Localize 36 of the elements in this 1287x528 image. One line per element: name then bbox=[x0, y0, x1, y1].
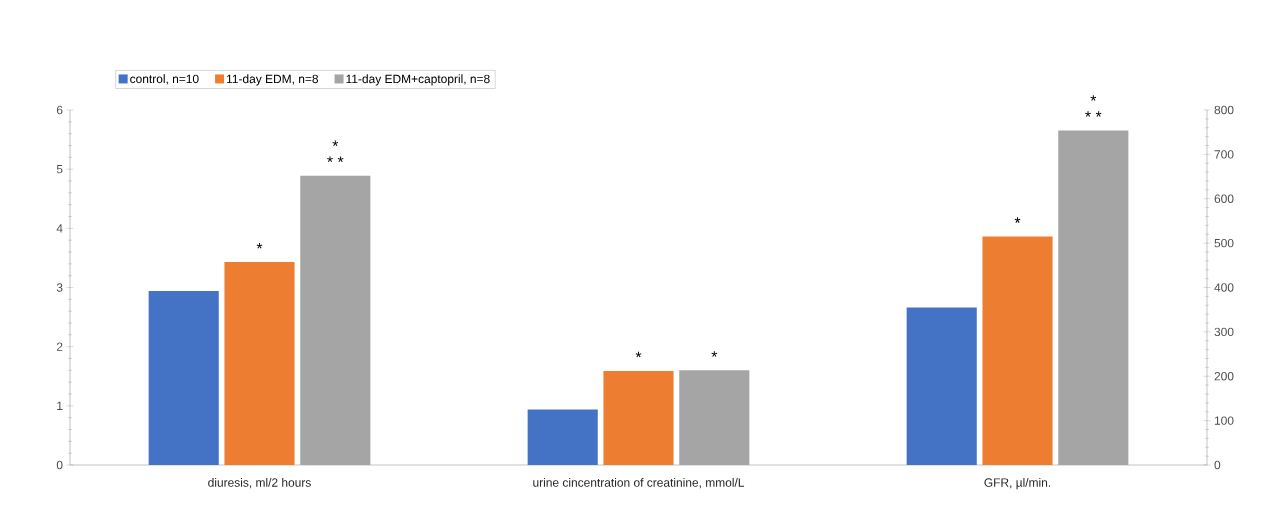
y-tick-label: 0 bbox=[56, 460, 63, 470]
y-tick-label: 4 bbox=[56, 224, 63, 233]
bar bbox=[527, 409, 598, 465]
y2-tick-label: 400 bbox=[1214, 283, 1234, 292]
bar bbox=[300, 175, 371, 465]
y2-tick-label: 300 bbox=[1214, 327, 1234, 337]
bar bbox=[603, 370, 674, 465]
y-tick-label: 3 bbox=[56, 283, 63, 292]
y2-tick-label: 800 bbox=[1214, 105, 1234, 115]
x-tick-label: GFR, µl/min. bbox=[984, 478, 1051, 490]
annotation: * bbox=[1014, 217, 1021, 223]
annotation: * bbox=[332, 140, 339, 147]
legend-label: control, n=10 bbox=[130, 74, 199, 85]
bar bbox=[224, 262, 295, 465]
y2-tick-label: 200 bbox=[1214, 372, 1234, 381]
legend-label: 11-day EDM, n=8 bbox=[227, 74, 319, 86]
annotation: * * bbox=[327, 156, 344, 163]
annotation: * bbox=[635, 351, 642, 358]
y-tick-label: 5 bbox=[56, 165, 63, 174]
y2-tick-label: 600 bbox=[1214, 194, 1234, 203]
y2-tick-label: 0 bbox=[1214, 460, 1221, 470]
y-tick-label: 1 bbox=[57, 401, 63, 410]
y-tick-label: 6 bbox=[56, 105, 63, 115]
bar bbox=[679, 370, 750, 465]
annotation: * bbox=[711, 351, 718, 357]
bar bbox=[148, 291, 219, 465]
y-tick-label: 2 bbox=[56, 342, 63, 351]
x-tick-label: diuresis, ml/2 hours bbox=[208, 478, 311, 489]
y2-tick-label: 100 bbox=[1214, 416, 1234, 425]
text: * bbox=[1090, 95, 1097, 101]
y2-tick-label: 500 bbox=[1214, 238, 1234, 248]
y2-tick-label: 700 bbox=[1214, 150, 1234, 159]
annotation: * bbox=[256, 242, 263, 249]
legend-label: 11-day EDM+captopril, n=8 bbox=[346, 74, 490, 86]
annotation: * * bbox=[1085, 111, 1102, 117]
x-tick-label: urine cincentration of creatinine, mmol/L bbox=[533, 478, 745, 489]
